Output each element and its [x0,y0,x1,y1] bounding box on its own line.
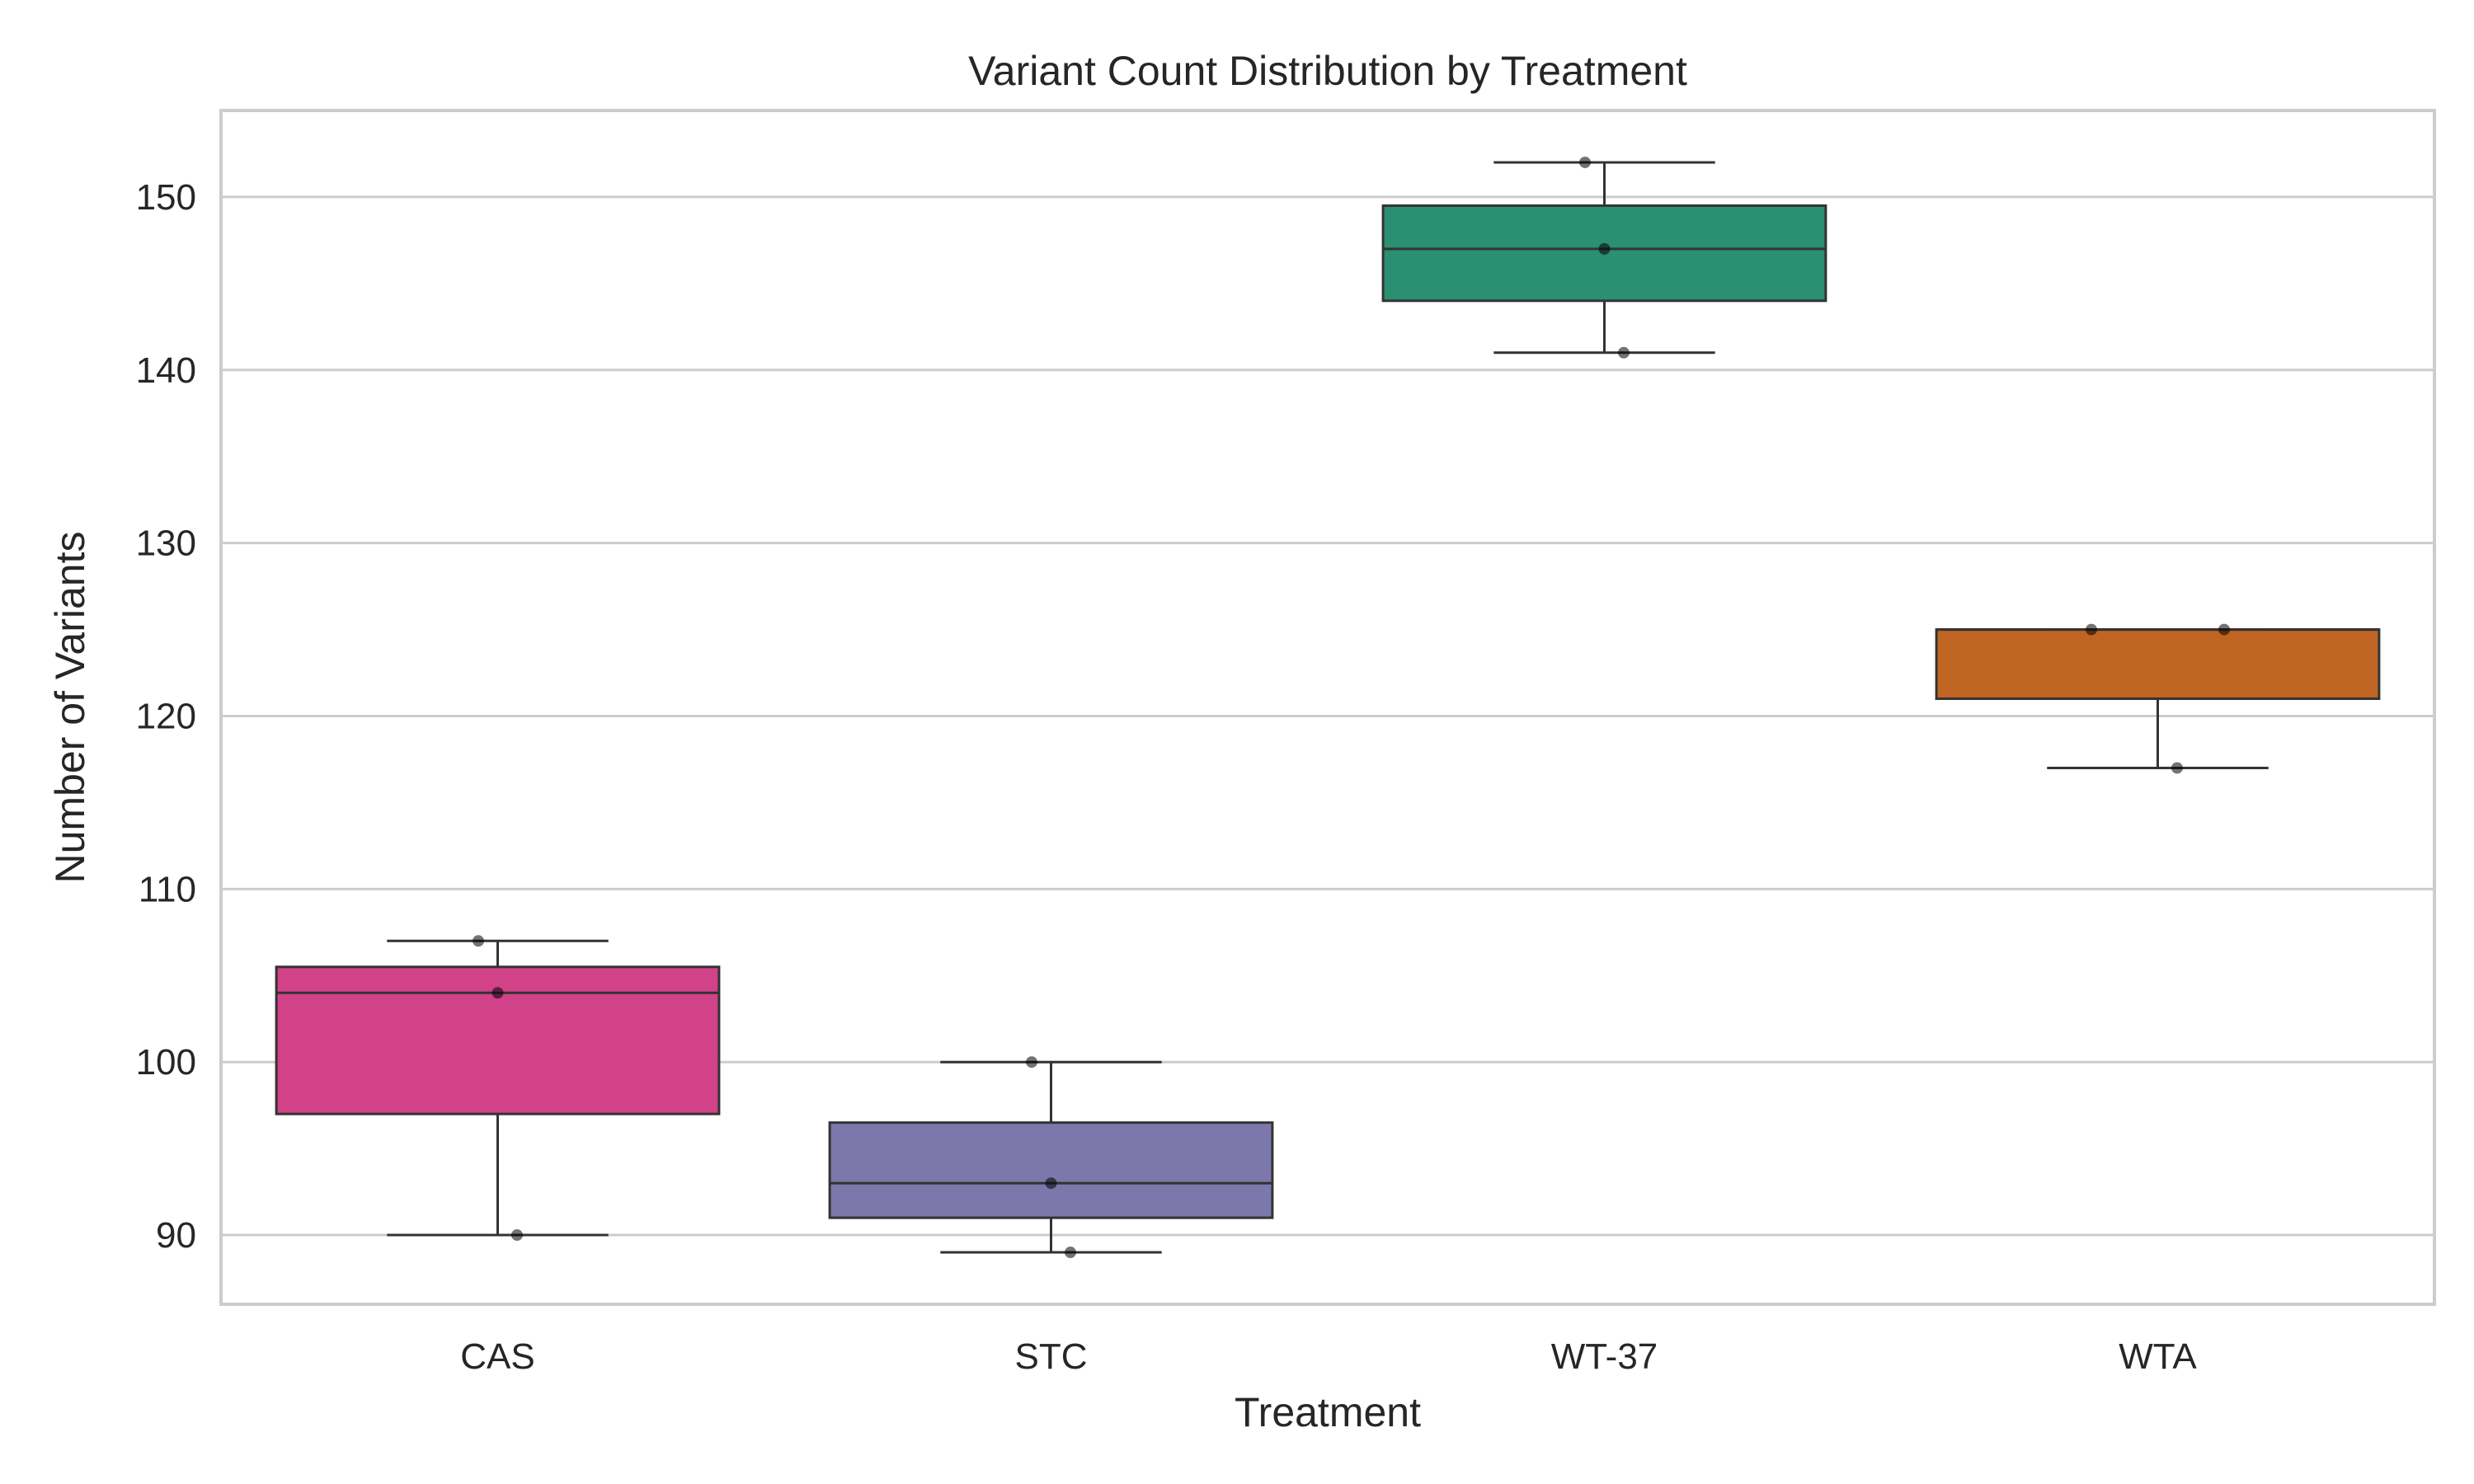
x-tick-label: WT-37 [1551,1336,1658,1377]
boxes [276,157,2379,1258]
y-axis-label: Number of Variants [47,531,93,883]
data-point [1599,243,1611,255]
y-tick-label: 120 [136,696,196,736]
y-tick-labels: 90 100 110 120 130 140 150 [136,177,196,1256]
y-tick-label: 100 [136,1042,196,1082]
data-point [473,935,484,946]
y-tick-label: 140 [136,350,196,391]
box-WT-37 [1383,157,1826,359]
box-CAS [276,935,719,1241]
x-tick-label: CAS [460,1336,534,1377]
x-tick-label: WTA [2119,1336,2197,1377]
data-point [1065,1247,1076,1258]
iqr-box [1936,630,2379,699]
data-point [511,1229,523,1241]
data-point [1046,1177,1057,1189]
box-STC [830,1056,1272,1258]
data-point [1618,347,1630,359]
data-point [2171,762,2183,773]
data-point [1579,157,1591,168]
data-point [2218,624,2230,636]
y-tick-label: 90 [156,1215,196,1256]
data-point [492,987,504,998]
chart-title: Variant Count Distribution by Treatment [968,48,1687,94]
plot-frame [221,110,2434,1304]
data-point [1026,1056,1037,1068]
x-axis-label: Treatment [1235,1389,1421,1435]
data-point [2086,624,2097,636]
y-tick-label: 110 [139,869,196,909]
x-tick-label: STC [1015,1336,1088,1377]
box-WTA [1936,624,2379,774]
y-tick-label: 130 [136,524,196,564]
x-tick-labels: CAS STC WT-37 WTA [460,1336,2197,1377]
y-tick-label: 150 [136,177,196,218]
iqr-box [830,1123,1272,1218]
